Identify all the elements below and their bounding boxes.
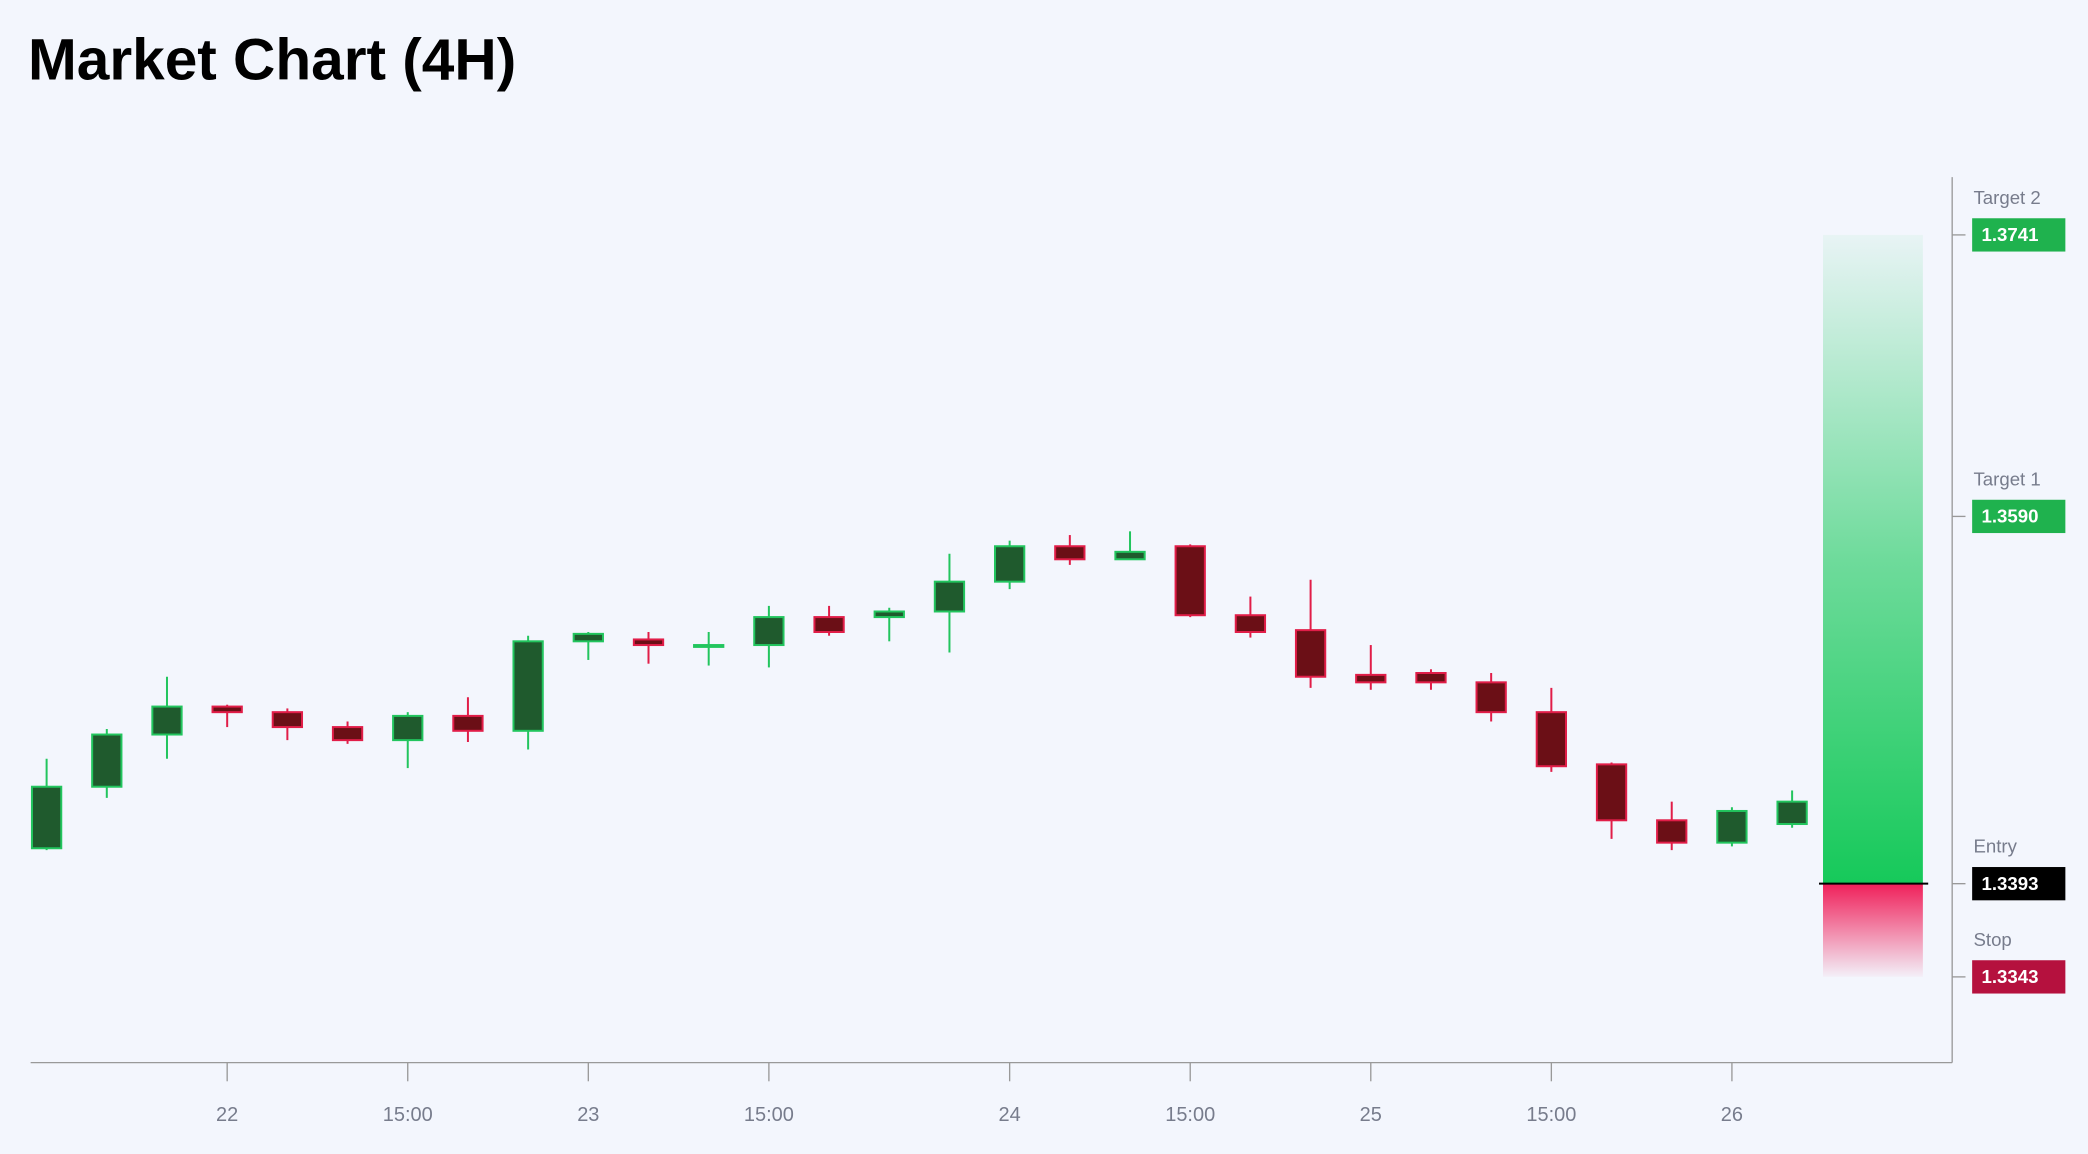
candle-body [933, 580, 966, 613]
level-name: Target 1 [1973, 468, 2040, 489]
level-value: 1.3393 [1981, 873, 2038, 894]
candle-body [1716, 809, 1748, 844]
candle-body [873, 610, 905, 619]
x-tick-label: 15:00 [1526, 1104, 1576, 1126]
x-tick-label: 24 [999, 1104, 1021, 1126]
candle-body [1114, 550, 1146, 561]
candle-body [693, 644, 725, 648]
x-tick-label: 15:00 [1165, 1104, 1215, 1126]
level-box [1972, 499, 2066, 534]
x-tick-label: 15:00 [383, 1104, 433, 1126]
candle-body [151, 705, 183, 736]
candle-body [392, 714, 424, 742]
level-name: Target 2 [1973, 187, 2040, 208]
candle-body [1054, 545, 1086, 561]
candle-body [572, 632, 604, 643]
candle-body [1595, 763, 1628, 822]
candle-body [1475, 681, 1507, 714]
x-tick-label: 23 [577, 1104, 599, 1126]
candle-body [271, 711, 304, 729]
profit-zone [1823, 234, 1923, 884]
candle-body [1355, 673, 1387, 684]
level-box [1972, 867, 2066, 901]
x-tick-label: 25 [1360, 1104, 1382, 1126]
candle-body [1415, 672, 1447, 684]
candle-body [1234, 614, 1267, 633]
candle-body [512, 640, 544, 732]
loss-zone [1823, 883, 1923, 977]
x-tick-label: 15:00 [744, 1104, 794, 1126]
candle-body [1776, 800, 1808, 826]
candle-body [813, 616, 845, 633]
level-value: 1.3590 [1981, 506, 2038, 527]
chart-title: Market Chart (4H) [28, 27, 516, 92]
candle-body [1294, 629, 1327, 678]
candle-body [211, 705, 243, 714]
x-tick-label: 26 [1721, 1104, 1743, 1126]
candle-body [1656, 819, 1688, 844]
level-value: 1.3343 [1981, 966, 2038, 987]
level-box [1972, 960, 2066, 994]
candle-body [30, 785, 63, 850]
level-name: Stop [1973, 929, 2011, 950]
level-value: 1.3741 [1981, 224, 2038, 245]
candle-body [452, 714, 484, 732]
candle-body [632, 638, 665, 647]
candle-body [753, 616, 785, 647]
x-tick-label: 22 [216, 1104, 238, 1126]
level-box [1972, 218, 2066, 252]
candle-body [331, 726, 364, 742]
candle-body [91, 733, 123, 788]
candle-body [1174, 545, 1206, 617]
level-name: Entry [1973, 836, 2017, 857]
candle-body [993, 545, 1026, 583]
candle-body [1535, 711, 1567, 768]
